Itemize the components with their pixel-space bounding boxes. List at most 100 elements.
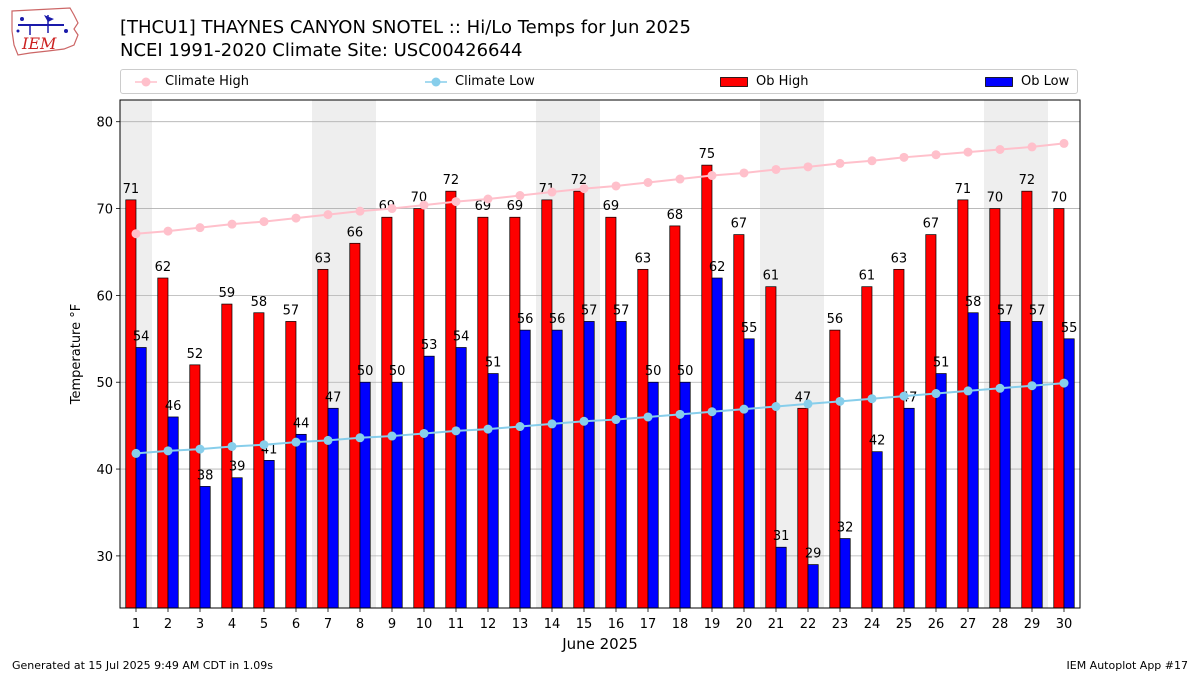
climate-low-point [899,391,909,401]
ob-high-bar [381,216,393,609]
x-tick-label: 15 [576,617,593,632]
ob-low-bar [391,381,403,609]
ob-low-bar [839,538,851,609]
ob-high-bar [573,190,585,609]
climate-high-point [579,184,589,194]
x-tick-label: 21 [768,617,785,632]
ob-high-label: 58 [251,295,268,310]
ob-high-bar [285,321,297,609]
ob-low-bar [775,546,787,609]
ob-low-label: 57 [613,303,630,318]
climate-high-point [867,156,877,166]
ob-low-bar [615,321,627,609]
x-tick-label: 20 [736,617,753,632]
ob-low-bar [359,381,371,609]
ob-high-label: 66 [347,225,364,240]
ob-low-label: 50 [357,364,374,379]
climate-low-point [387,431,397,441]
iem-logo: IEM [8,5,82,63]
ob-low-bar [711,277,723,609]
ob-low-bar [807,564,819,609]
x-tick-label: 13 [512,617,529,632]
climate-high-point [643,177,653,187]
ob-high-bar [413,208,425,609]
climate-high-point [227,219,237,229]
climate-high-point [131,229,141,239]
ob-high-label: 61 [859,269,876,284]
climate-low-point [739,404,749,414]
y-tick-label: 30 [96,550,113,565]
x-tick-label: 19 [704,617,721,632]
climate-high-point [419,200,429,210]
x-tick-label: 3 [196,617,204,632]
ob-high-bar [509,216,521,609]
y-tick-label: 40 [96,463,113,478]
climate-low-point [451,426,461,436]
footer-generated: Generated at 15 Jul 2025 9:49 AM CDT in … [12,659,273,672]
legend-label: Ob High [756,74,809,89]
ob-high-label: 71 [955,182,972,197]
y-tick-label: 60 [96,289,113,304]
ob-high-label: 68 [667,208,684,223]
x-tick-label: 16 [608,617,625,632]
climate-high-point [1059,138,1069,148]
climate-high-point [291,213,301,223]
climate-high-point [899,152,909,162]
ob-low-label: 54 [133,329,150,344]
climate-high-point [387,204,397,214]
climate-high-point [771,164,781,174]
x-tick-label: 5 [260,617,268,632]
ob-low-bar [135,347,147,609]
x-axis-label: June 2025 [561,635,638,653]
x-tick-label: 27 [960,617,977,632]
x-tick-label: 26 [928,617,945,632]
climate-high-point [611,181,621,191]
ob-high-label: 63 [635,251,652,266]
chart-title: [THCU1] THAYNES CANYON SNOTEL :: Hi/Lo T… [120,17,691,38]
climate-low-point [867,394,877,404]
climate-high-point [835,158,845,168]
ob-low-bar [583,321,595,609]
ob-low-bar [1031,321,1043,609]
climate-high-point [1027,142,1037,152]
ob-low-bar [935,373,947,609]
ob-low-bar [903,407,915,609]
legend-item-climate-low: Climate Low [425,70,535,93]
ob-low-bar [167,416,179,609]
climate-high-point [259,217,269,227]
chart-legend: Climate High Climate Low Ob High Ob Low [120,69,1078,94]
x-tick-label: 9 [388,617,396,632]
ob-high-bar [253,312,265,609]
climate-low-point [227,441,237,451]
x-tick-label: 18 [672,617,689,632]
climate-low-point [579,416,589,426]
ob-low-label: 56 [549,312,566,327]
ob-low-label: 57 [1029,303,1046,318]
ob-high-bar [637,268,649,609]
ob-high-bar [733,234,745,609]
climate-high-point [739,168,749,178]
ob-low-label: 55 [741,321,758,336]
climate-low-point [643,412,653,422]
x-tick-label: 29 [1024,617,1041,632]
ob-high-bar [1021,190,1033,609]
climate-low-point [547,419,557,429]
climate-low-point [419,428,429,438]
x-tick-label: 1 [132,617,140,632]
ob-low-bar [199,486,211,609]
ob-high-label: 62 [155,260,172,275]
ob-high-label: 57 [283,303,300,318]
ob-high-bar [349,242,361,609]
climate-low-point [483,424,493,434]
climate-high-point [707,171,717,181]
ob-low-bar [871,451,883,609]
climate-low-point [291,437,301,447]
ob-high-label: 59 [219,286,236,301]
ob-low-label: 51 [485,356,502,371]
ob-low-label: 38 [197,468,214,483]
climate-low-point [1027,381,1037,391]
legend-label: Ob Low [1021,74,1070,89]
ob-low-label: 31 [773,529,790,544]
ob-low-label: 50 [677,364,694,379]
climate-low-point [995,383,1005,393]
